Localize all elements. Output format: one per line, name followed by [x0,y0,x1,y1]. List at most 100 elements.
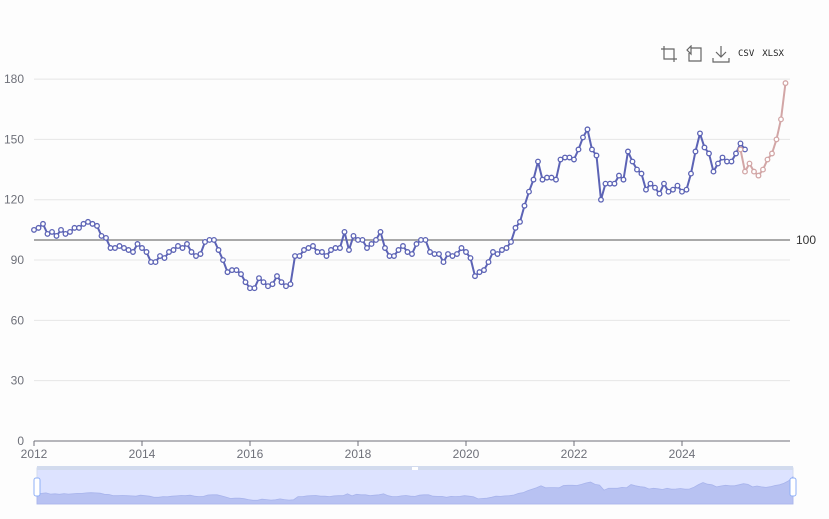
data-point[interactable] [359,236,366,243]
data-point[interactable] [157,253,163,259]
data-point[interactable] [481,267,487,274]
data-point[interactable] [31,226,37,233]
data-point[interactable] [337,245,343,251]
data-zoom-slider[interactable] [33,466,797,505]
data-point[interactable] [701,144,708,151]
data-point[interactable] [508,239,514,245]
data-point[interactable] [683,186,690,193]
data-point[interactable] [67,228,73,235]
data-point[interactable] [746,160,753,167]
data-point[interactable] [715,160,721,167]
data-point[interactable] [422,236,429,243]
data-point[interactable] [283,283,289,290]
data-point[interactable] [647,180,654,187]
data-point[interactable] [620,176,627,183]
data-point[interactable] [670,186,676,193]
slider-handle[interactable] [33,477,41,497]
data-point[interactable] [197,251,204,257]
data-point[interactable] [782,80,789,87]
data-point[interactable] [557,156,564,163]
data-point[interactable] [679,188,685,195]
data-point[interactable] [121,245,127,251]
data-point[interactable] [449,253,456,259]
data-point[interactable] [80,220,87,227]
data-point[interactable] [566,154,573,161]
data-point[interactable] [382,245,388,251]
data-point[interactable] [224,269,231,276]
data-point[interactable] [346,247,352,253]
data-point[interactable] [638,170,645,177]
data-point[interactable] [301,247,307,253]
data-point[interactable] [305,245,312,251]
data-point[interactable] [625,148,631,155]
data-point[interactable] [737,140,744,147]
data-point[interactable] [404,249,411,255]
data-point[interactable] [494,251,501,257]
data-point[interactable] [688,170,694,177]
download-button[interactable] [712,45,730,63]
data-point[interactable] [161,255,168,261]
data-point[interactable] [728,158,735,165]
data-point[interactable] [719,154,726,161]
data-point[interactable] [310,243,316,249]
data-point[interactable] [188,249,195,255]
export-csv-button[interactable]: CSV [738,49,755,59]
data-point[interactable] [391,253,397,259]
slider-handle[interactable] [789,477,797,497]
data-point[interactable] [265,283,271,290]
data-point[interactable] [238,271,244,278]
data-point[interactable] [242,279,249,286]
data-point[interactable] [526,188,532,195]
data-point[interactable] [553,176,559,183]
data-point[interactable] [85,218,91,225]
data-point[interactable] [103,234,109,241]
data-point[interactable] [611,180,618,187]
data-point[interactable] [773,136,780,143]
data-point[interactable] [427,249,433,255]
data-point[interactable] [485,259,492,266]
data-point[interactable] [49,228,55,235]
zoom-area-button[interactable] [660,45,678,63]
data-point[interactable] [134,241,141,247]
data-point[interactable] [535,158,541,165]
data-point[interactable] [652,184,658,191]
data-point[interactable] [764,156,771,163]
data-point[interactable] [260,279,267,286]
data-point[interactable] [629,158,636,165]
data-point[interactable] [35,224,42,231]
data-point[interactable] [251,285,258,292]
data-point[interactable] [661,180,667,187]
data-point[interactable] [512,224,519,231]
data-point[interactable] [58,226,64,233]
data-point[interactable] [62,230,69,237]
data-point[interactable] [755,172,762,179]
data-point[interactable] [445,251,451,257]
data-point[interactable] [436,251,442,257]
data-point[interactable] [440,259,447,266]
data-point[interactable] [175,243,181,249]
data-point[interactable] [548,174,555,181]
data-point[interactable] [202,239,208,245]
data-point[interactable] [742,168,748,175]
data-point[interactable] [580,134,586,141]
data-point[interactable] [584,126,591,133]
data-point[interactable] [256,275,262,282]
data-point[interactable] [233,267,240,274]
data-point[interactable] [211,236,217,243]
data-point[interactable] [598,196,604,203]
data-point[interactable] [89,220,96,227]
data-point[interactable] [184,241,190,247]
data-point[interactable] [112,245,118,251]
data-point[interactable] [94,222,100,229]
slider-move-handle[interactable] [412,467,418,470]
data-point[interactable] [409,251,415,257]
data-point[interactable] [593,152,600,159]
data-point[interactable] [323,253,330,259]
data-point[interactable] [341,228,348,235]
data-point[interactable] [706,150,712,157]
data-point[interactable] [463,249,469,255]
data-point[interactable] [125,247,132,253]
data-point[interactable] [278,279,285,286]
data-point[interactable] [530,176,537,183]
data-point[interactable] [413,241,420,247]
